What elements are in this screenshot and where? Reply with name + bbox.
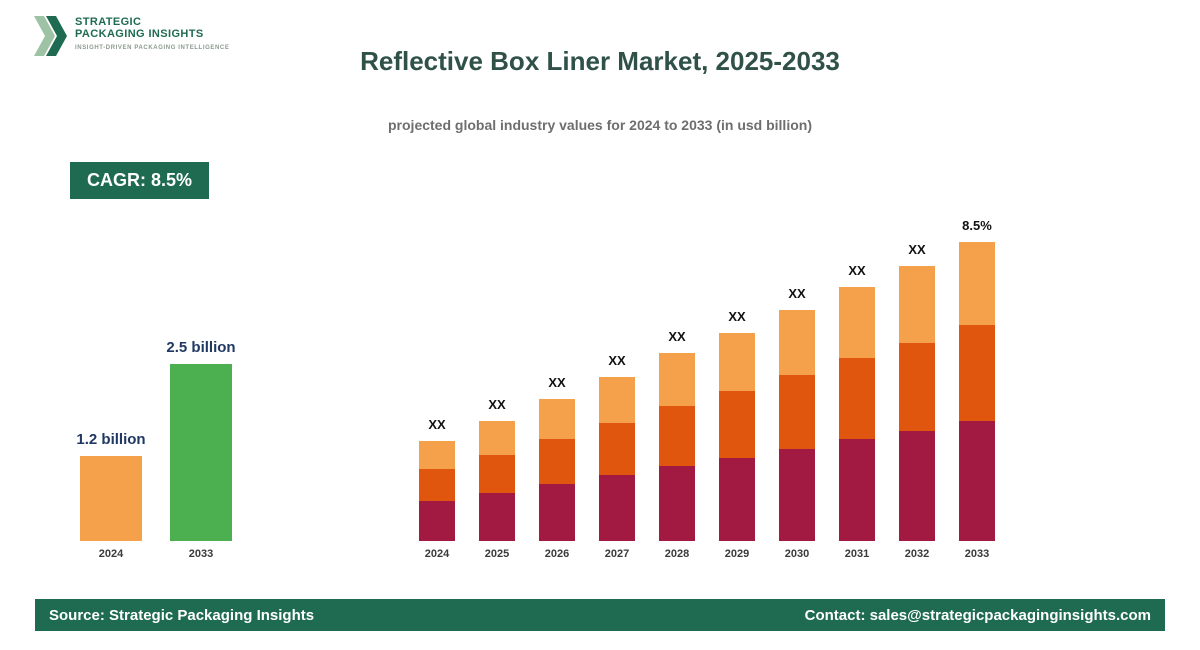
cagr-badge: CAGR: 8.5% <box>70 162 210 199</box>
logo-line1: STRATEGIC <box>75 16 142 28</box>
stacked-bar-2029 <box>719 333 755 541</box>
stacked-bar-2027 <box>599 377 635 541</box>
segment-top-2026 <box>539 399 575 439</box>
stacked-chart-column-2031: XX 2031 <box>839 206 875 560</box>
axis-label-2033: 2033 <box>964 548 990 560</box>
stacked-bar-2025 <box>479 421 515 541</box>
segment-top-2033 <box>959 242 995 325</box>
stacked-bar-2031 <box>839 287 875 541</box>
segment-top-2024 <box>419 441 455 469</box>
stacked-chart-bars: XX 2024 XX 2025 XX 2026 XX 2027 XX 2028 XX 2029 XX 20… <box>419 206 995 560</box>
page-subtitle: projected global industry values for 202… <box>388 117 812 133</box>
segment-middle-2030 <box>779 375 815 449</box>
segment-middle-2032 <box>899 343 935 431</box>
bar-value-label: 1.2 billion <box>76 431 146 448</box>
stacked-bar-2028 <box>659 353 695 541</box>
segment-middle-2033 <box>959 325 995 421</box>
stacked-bar-2033 <box>959 242 995 541</box>
footer-source: Source: Strategic Packaging Insights <box>49 606 315 624</box>
bar-top-label-2024: XX <box>428 417 446 432</box>
axis-label-2028: 2028 <box>664 548 690 560</box>
stacked-bar-2030 <box>779 310 815 541</box>
stacked-chart-column-2033: 8.5% 2033 <box>959 206 995 560</box>
segment-bottom-2029 <box>719 458 755 541</box>
axis-label-2032: 2032 <box>904 548 930 560</box>
stacked-bar-2026 <box>539 399 575 541</box>
stacked-chart-column-2024: XX 2024 <box>419 206 455 560</box>
segment-middle-2028 <box>659 406 695 466</box>
axis-label-2024: 2024 <box>98 548 124 560</box>
bar-top-label-2032: XX <box>908 242 926 257</box>
summary-bar-2033 <box>170 364 232 541</box>
segment-bottom-2026 <box>539 484 575 541</box>
stacked-chart-column-2027: XX 2027 <box>599 206 635 560</box>
bar-top-label-2033: 8.5% <box>962 218 992 233</box>
bar-top-label-2027: XX <box>608 353 626 368</box>
segment-bottom-2031 <box>839 439 875 541</box>
axis-label-2033: 2033 <box>188 548 214 560</box>
bar-top-label-2029: XX <box>728 309 746 324</box>
axis-label-2026: 2026 <box>544 548 570 560</box>
segment-middle-2025 <box>479 455 515 493</box>
bar-top-label-2030: XX <box>788 286 806 301</box>
segment-bottom-2032 <box>899 431 935 541</box>
axis-label-2024: 2024 <box>424 548 450 560</box>
bar-top-label-2026: XX <box>548 375 566 390</box>
segment-top-2029 <box>719 333 755 391</box>
summary-chart-column-2024: 1.2 billion 2024 <box>76 322 145 560</box>
segment-top-2027 <box>599 377 635 423</box>
logo-tagline: INSIGHT-DRIVEN PACKAGING INTELLIGENCE <box>75 45 230 52</box>
segment-top-2032 <box>899 266 935 343</box>
axis-label-2027: 2027 <box>604 548 630 560</box>
stacked-bar-2032 <box>899 266 935 541</box>
logo: STRATEGIC PACKAGING INSIGHTS INSIGHT-DRI… <box>34 14 229 63</box>
segment-bottom-2027 <box>599 475 635 541</box>
segment-middle-2026 <box>539 439 575 484</box>
axis-label-2025: 2025 <box>484 548 510 560</box>
segment-middle-2031 <box>839 358 875 439</box>
stacked-chart-column-2029: XX 2029 <box>719 206 755 560</box>
stacked-bar-2024 <box>419 441 455 541</box>
stacked-chart-column-2032: XX 2032 <box>899 206 935 560</box>
segment-middle-2029 <box>719 391 755 458</box>
page-title: Reflective Box Liner Market, 2025-2033 <box>360 46 840 76</box>
segment-top-2025 <box>479 421 515 455</box>
axis-label-2029: 2029 <box>724 548 750 560</box>
footer-contact: Contact: sales@strategicpackaginginsight… <box>804 606 1151 624</box>
logo-text: STRATEGIC PACKAGING INSIGHTS INSIGHT-DRI… <box>75 14 229 52</box>
bar-top-label-2025: XX <box>488 397 506 412</box>
stacked-chart-column-2030: XX 2030 <box>779 206 815 560</box>
logo-line2: PACKAGING INSIGHTS <box>75 28 204 41</box>
footer-bar: Source: Strategic Packaging Insights Con… <box>35 599 1165 631</box>
summary-bar-2024 <box>80 456 142 541</box>
summary-chart-column-2033: 2.5 billion 2033 <box>166 322 235 560</box>
segment-top-2031 <box>839 287 875 358</box>
summary-chart-bars: 1.2 billion 2024 2.5 billion 2033 <box>76 322 235 560</box>
stacked-chart-column-2028: XX 2028 <box>659 206 695 560</box>
bar-top-label-2028: XX <box>668 329 686 344</box>
segment-middle-2027 <box>599 423 635 475</box>
segment-bottom-2024 <box>419 501 455 541</box>
logo-chevrons-icon <box>34 14 68 63</box>
axis-label-2031: 2031 <box>844 548 870 560</box>
axis-label-2030: 2030 <box>784 548 810 560</box>
stacked-chart-column-2026: XX 2026 <box>539 206 575 560</box>
segment-bottom-2030 <box>779 449 815 541</box>
segment-top-2030 <box>779 310 815 375</box>
stacked-chart-column-2025: XX 2025 <box>479 206 515 560</box>
segment-bottom-2025 <box>479 493 515 541</box>
segment-middle-2024 <box>419 469 455 501</box>
segment-top-2028 <box>659 353 695 406</box>
bar-value-label: 2.5 billion <box>166 339 236 356</box>
segment-bottom-2028 <box>659 466 695 541</box>
bar-top-label-2031: XX <box>848 263 866 278</box>
segment-bottom-2033 <box>959 421 995 541</box>
